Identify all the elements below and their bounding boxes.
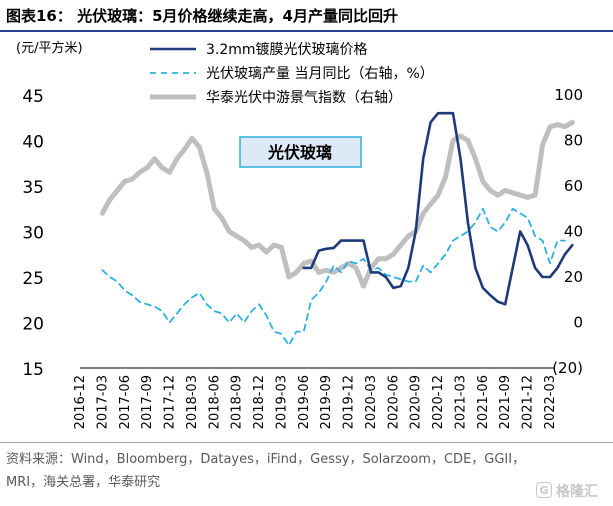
x-tick-label: 2020-03 (364, 375, 379, 429)
legend-label-yoy: 光伏玻璃产量 当月同比（右轴，%） (206, 65, 434, 82)
x-tick-label: 2019-12 (342, 375, 357, 429)
right-tick-label: (20) (552, 359, 583, 377)
header-divider (0, 30, 613, 32)
figure-header: 图表16： 光伏玻璃：5月价格继续走高，4月产量同比回升 (0, 0, 613, 32)
legend-label-index: 华泰光伏中游景气指数（右轴） (206, 90, 402, 106)
x-tick-label: 2018-09 (230, 375, 245, 429)
right-tick-label: 40 (564, 223, 583, 241)
left-tick-label: 25 (22, 269, 44, 289)
left-tick-label: 30 (22, 224, 44, 244)
x-tick-label: 2020-09 (409, 375, 424, 429)
left-tick-label: 20 (22, 315, 44, 335)
source-divider (0, 442, 613, 443)
left-tick-label: 40 (22, 133, 44, 153)
x-tick-label: 2020-06 (386, 375, 401, 429)
annotation-label: 光伏玻璃 (267, 143, 332, 162)
left-tick-label: 15 (22, 360, 44, 380)
watermark: G 格隆汇 (536, 480, 608, 502)
x-tick-label: 2017-12 (163, 375, 178, 429)
annotation-box (239, 136, 362, 168)
chart: 15 20 25 30 35 40 45 (元/平方米) (20) 0 20 40 60 80 100 201… (16, 40, 583, 429)
left-tick-label: 35 (22, 178, 44, 198)
right-tick-label: 0 (573, 314, 583, 332)
right-tick-label: 80 (564, 132, 583, 150)
x-tick-label: 2018-12 (252, 375, 267, 429)
series-line-price (302, 111, 574, 306)
series-line-yoy (101, 207, 566, 347)
x-tick-label: 2019-03 (274, 375, 289, 429)
x-tick-label: 2017-06 (118, 375, 133, 429)
gelonghui-logo-icon: G (536, 482, 552, 498)
x-tick-label: 2022-03 (543, 375, 558, 429)
x-tick-label: 2020-12 (431, 375, 446, 429)
watermark-text: 格隆汇 (556, 484, 598, 500)
x-tick-label: 2017-09 (140, 375, 155, 429)
right-tick-label: 20 (564, 268, 583, 286)
source-note: 资料来源：Wind，Bloomberg，Datayes，iFind，Gessy，… (6, 452, 526, 490)
x-tick-label: 2017-03 (95, 375, 110, 429)
left-tick-label: 45 (22, 87, 44, 107)
x-tick-label: 2018-06 (207, 375, 222, 429)
left-axis-unit: (元/平方米) (16, 40, 83, 56)
figure-title: 图表16： 光伏玻璃：5月价格继续走高，4月产量同比回升 (6, 7, 398, 25)
x-tick-label: 2019-09 (319, 375, 334, 429)
x-tick-label: 2021-03 (453, 375, 468, 429)
x-tick-label: 2019-06 (297, 375, 312, 429)
legend-label-price: 3.2mm镀膜光伏玻璃价格 (206, 41, 368, 58)
right-tick-label: 100 (554, 86, 583, 104)
right-tick-label: 60 (564, 177, 583, 195)
x-tick-label: 2018-03 (185, 375, 200, 429)
x-tick-label: 2021-09 (498, 375, 513, 429)
x-tick-label: 2016-12 (73, 375, 88, 429)
x-tick-label: 2021-12 (521, 375, 536, 429)
x-tick-label: 2021-06 (476, 375, 491, 429)
